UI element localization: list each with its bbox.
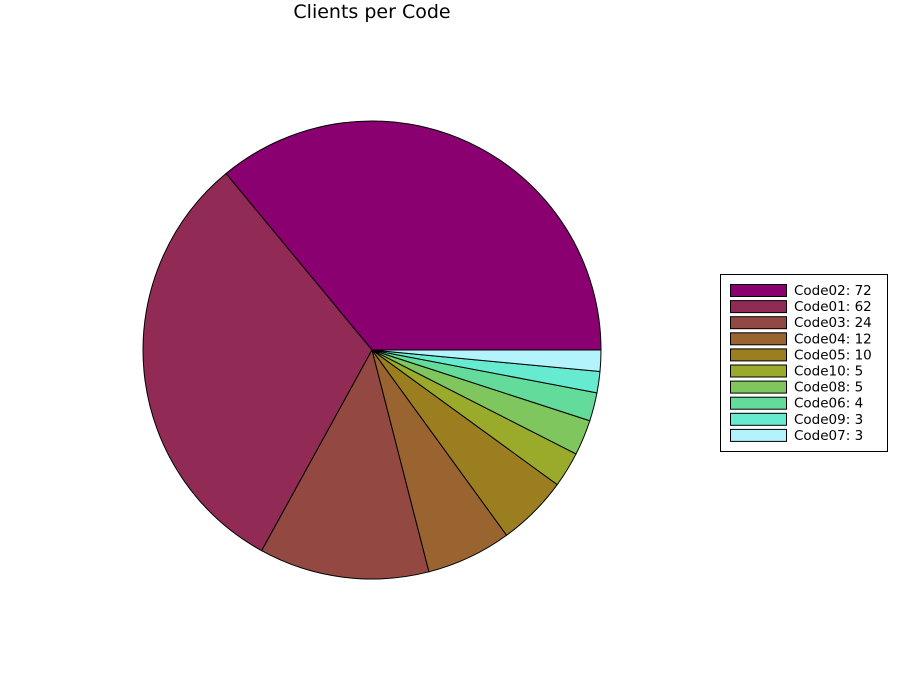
legend-label-code01: Code01: 62 [794,299,872,315]
legend-label-code06: Code06: 4 [794,396,863,412]
chart-title: Clients per Code [293,1,450,23]
legend-swatch-code03 [730,316,787,330]
legend-label-code04: Code04: 12 [794,331,872,347]
legend-swatch-code01 [730,300,787,314]
legend-label-code03: Code03: 24 [794,315,872,331]
legend-swatch-code02 [730,284,787,297]
legend-swatch-code04 [730,332,787,346]
pie-slice-code07 [371,349,602,373]
legend-label-code08: Code08: 5 [794,380,863,396]
legend-swatch-code05 [730,348,787,362]
legend-label-code02: Code02: 72 [794,283,872,299]
pie-slice-code01 [142,173,373,552]
legend-swatch-code06 [730,396,787,410]
legend-label-code10: Code10: 5 [794,364,863,380]
legend-swatch-code09 [730,412,787,426]
legend-swatch-code08 [730,380,787,394]
legend-label-code07: Code07: 3 [794,428,863,444]
legend-label-code05: Code05: 10 [794,347,872,363]
pie-slices [142,120,602,580]
legend-swatch-code07 [730,428,787,442]
legend-swatch-code10 [730,364,787,378]
pie-slice-code02 [225,120,602,351]
legend-label-code09: Code09: 3 [794,412,863,428]
pie-slice-code03 [261,349,430,580]
